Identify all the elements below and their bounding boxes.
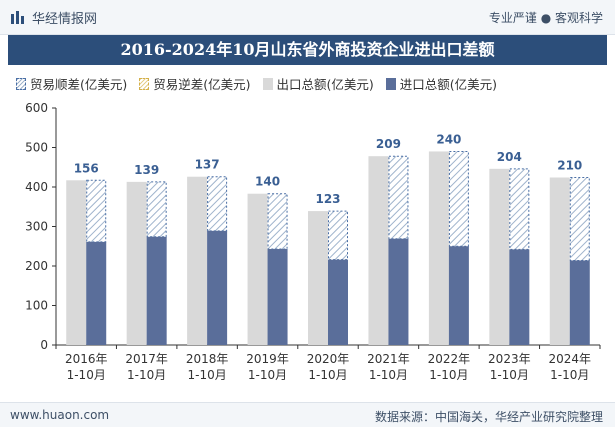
export-bar	[187, 176, 208, 345]
legend-swatch-surplus	[16, 77, 26, 90]
slogan: 专业严谨 ● 客观科学	[488, 11, 603, 25]
import-bar	[328, 259, 348, 345]
footer-url: www.huaon.com	[10, 408, 110, 422]
import-bar	[86, 241, 107, 345]
surplus-bar	[388, 155, 409, 240]
y-tick-label: 400	[25, 180, 48, 194]
x-tick-label: 2019年 1-10月	[246, 352, 289, 382]
surplus-value-label: 137	[195, 158, 220, 172]
footer: www.huaon.com 数据来源：中国海关，华经产业研究院整理	[0, 402, 615, 427]
export-bar	[489, 168, 510, 345]
legend-swatch-export	[262, 77, 273, 90]
surplus-value-label: 139	[134, 163, 159, 177]
legend-label-deficit: 贸易逆差(亿美元)	[153, 77, 251, 92]
x-tick-label: 2020年 1-10月	[307, 352, 350, 382]
x-tick-label: 2021年 1-10月	[367, 352, 410, 382]
export-bar	[66, 180, 87, 345]
chart-title: 2016-2024年10月山东省外商投资企业进出口差额	[8, 35, 607, 65]
y-tick-label: 500	[25, 141, 48, 155]
brand-name: 华经情报网	[32, 12, 98, 27]
import-bar	[388, 238, 409, 345]
x-tick-label: 2024年 1-10月	[549, 352, 592, 382]
surplus-value-label: 209	[376, 137, 401, 151]
x-tick-label: 2016年 1-10月	[65, 352, 108, 382]
export-bar	[428, 151, 449, 345]
surplus-value-label: 156	[74, 161, 99, 175]
legend-label-export: 出口总额(亿美元)	[276, 77, 374, 92]
export-bar	[308, 211, 328, 345]
top-bar: 华经情报网 专业严谨 ● 客观科学	[0, 0, 615, 35]
surplus-value-label: 210	[557, 159, 582, 173]
legend-swatch-import	[385, 77, 396, 90]
export-bar	[247, 193, 268, 345]
x-tick-label: 2018年 1-10月	[186, 352, 229, 382]
import-bar	[207, 230, 228, 345]
import-bar	[509, 249, 530, 345]
x-tick-label: 2023年 1-10月	[488, 352, 531, 382]
x-tick-label: 2017年 1-10月	[125, 352, 168, 382]
legend-item-surplus: 贸易顺差(亿美元)	[16, 74, 127, 93]
y-tick-label: 100	[25, 299, 48, 313]
import-bar	[267, 249, 288, 345]
legend-item-export: 出口总额(亿美元)	[262, 74, 374, 93]
surplus-bar	[267, 193, 288, 250]
import-bar	[569, 260, 590, 345]
x-tick-label: 2022年 1-10月	[428, 352, 471, 382]
surplus-value-label: 123	[315, 192, 340, 206]
surplus-value-label: 204	[497, 150, 522, 164]
export-bar	[126, 181, 147, 345]
legend-item-import: 进口总额(亿美元)	[385, 74, 498, 93]
brand-logo-icon	[11, 10, 24, 24]
y-tick-label: 0	[40, 338, 48, 352]
y-tick-label: 300	[25, 220, 48, 234]
footer-source: 数据来源：中国海关，华经产业研究院整理	[374, 410, 603, 424]
surplus-bar	[569, 177, 590, 261]
import-bar	[146, 236, 167, 345]
surplus-bar	[509, 168, 530, 250]
export-bar	[368, 156, 389, 345]
import-bar	[448, 246, 469, 345]
brand: 华经情报网	[10, 8, 97, 27]
surplus-bar	[146, 181, 167, 238]
y-tick-label: 600	[25, 101, 48, 115]
surplus-bar	[448, 150, 469, 247]
legend-label-import: 进口总额(亿美元)	[399, 77, 498, 92]
surplus-bar	[328, 210, 348, 261]
legend-swatch-deficit	[139, 77, 150, 90]
legend-item-deficit: 贸易逆差(亿美元)	[139, 74, 251, 93]
surplus-bar	[86, 179, 107, 243]
surplus-value-label: 240	[436, 132, 461, 146]
y-tick-label: 200	[25, 259, 48, 273]
surplus-value-label: 140	[255, 175, 280, 189]
legend-label-surplus: 贸易顺差(亿美元)	[30, 77, 128, 92]
export-bar	[549, 177, 570, 345]
surplus-bar	[207, 176, 228, 232]
chart-legend: 贸易顺差(亿美元) 贸易逆差(亿美元) 出口总额(亿美元) 进口总额(亿美元)	[16, 74, 607, 93]
